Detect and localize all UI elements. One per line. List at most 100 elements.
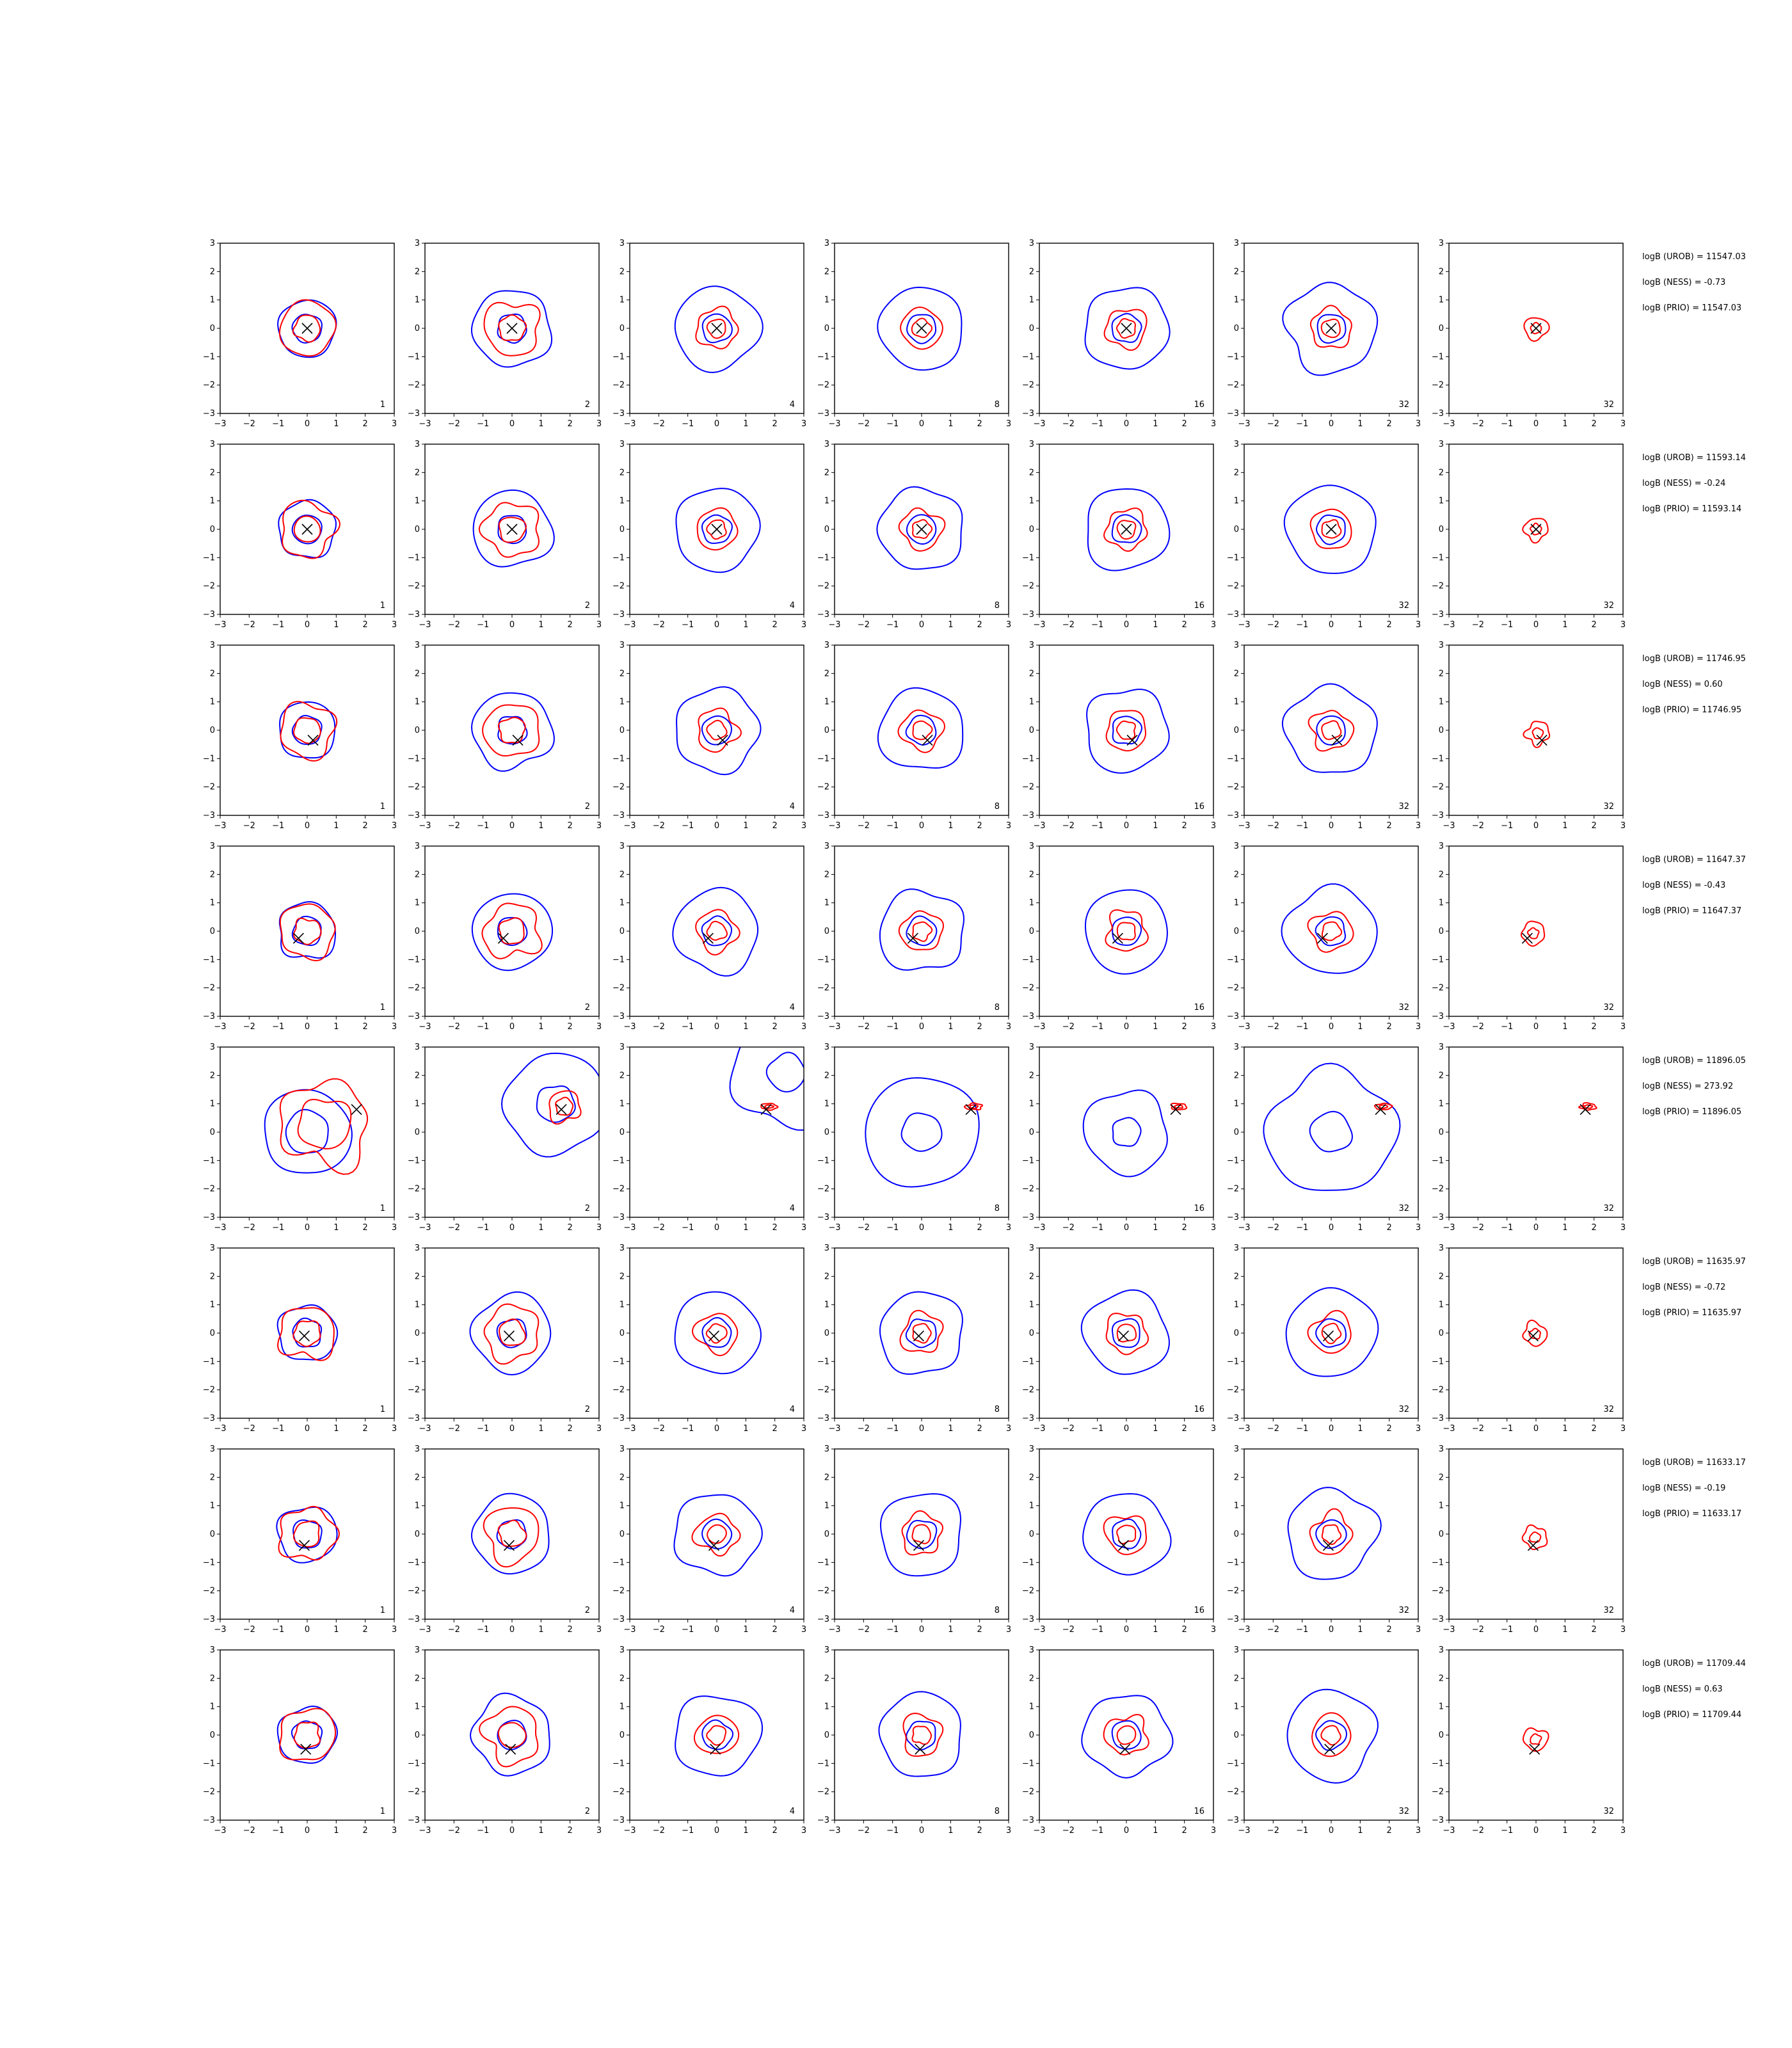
stats-row-8: logB (UROB) = 11709.44 logB (NESS) = 0.63… (1642, 1651, 1746, 1728)
y-tick-label: 2 (1234, 1071, 1239, 1080)
x-tick-label: −3 (1033, 419, 1045, 429)
sample-contour-outer (694, 1715, 740, 1754)
x-tick-label: −1 (682, 1424, 694, 1434)
y-tick-label: −1 (1432, 1357, 1444, 1366)
x-tick-label: −3 (1238, 1022, 1250, 1032)
y-tick-label: 2 (415, 468, 420, 477)
y-tick-label: 2 (824, 1071, 829, 1080)
y-tick-label: 2 (1029, 1674, 1034, 1683)
sample-contour-outer (1520, 920, 1546, 947)
x-tick-label: 2 (363, 1826, 368, 1836)
panel-frame (629, 644, 804, 816)
y-tick-label: −2 (1022, 381, 1034, 390)
panel-r6-c3: −3−3 −2 −2 −1 −1 0 0 1 1 2 2 3 3 4 (612, 1244, 806, 1434)
sample-contour-outer (483, 301, 541, 356)
y-tick-label: −1 (612, 553, 625, 563)
x-tick-label: 3 (392, 1022, 397, 1032)
panel-r7-c4: −3−3 −2 −2 −1 −1 0 0 1 1 2 2 3 3 8 (817, 1444, 1011, 1635)
y-tick-label: −3 (1432, 1213, 1444, 1222)
logb-urob: logB (UROB) = 11635.97 (1642, 1257, 1746, 1267)
y-tick-label: 1 (415, 296, 420, 305)
y-tick-label: −3 (817, 1213, 829, 1222)
true-value-marker (711, 524, 723, 535)
x-tick-label: −2 (1472, 1625, 1484, 1635)
sample-contour-inner (706, 1725, 727, 1746)
sample-contour-inner (292, 1520, 320, 1548)
logb-ness: logB (NESS) = -0.43 (1642, 881, 1726, 890)
y-tick-label: −2 (203, 984, 215, 993)
y-tick-label: 0 (1234, 927, 1239, 936)
y-tick-label: 2 (1029, 468, 1034, 477)
x-tick-label: 2 (363, 1223, 368, 1233)
reference-contour-inner (291, 915, 322, 947)
x-tick-label: 0 (1533, 1223, 1539, 1233)
y-tick-label: −1 (1227, 352, 1239, 362)
x-tick-label: −1 (477, 1424, 489, 1434)
y-tick-label: 0 (210, 726, 215, 735)
x-tick-label: −2 (448, 1022, 460, 1032)
y-tick-label: 2 (1439, 1473, 1444, 1482)
panel-r5-c6: −3−3 −2 −2 −1 −1 0 0 1 1 2 2 3 3 32 (1227, 1043, 1421, 1233)
x-tick-label: 1 (1357, 1424, 1363, 1434)
x-tick-label: 2 (1387, 620, 1392, 630)
x-tick-label: 3 (1006, 1625, 1011, 1635)
sample-contour-outer (1105, 909, 1149, 952)
true-value-marker (913, 1540, 925, 1551)
x-tick-label: 2 (568, 1424, 573, 1434)
sample-contour-outer (482, 704, 540, 757)
x-tick-label: 1 (1562, 1424, 1567, 1434)
x-tick-label: 1 (1357, 1625, 1363, 1635)
y-tick-label: −2 (612, 1185, 625, 1194)
x-tick-label: 2 (568, 419, 573, 429)
true-value-marker (1322, 1540, 1334, 1551)
y-tick-label: −2 (1432, 984, 1444, 993)
x-tick-label: −2 (653, 419, 665, 429)
true-value-marker (1331, 734, 1343, 746)
y-tick-label: −3 (203, 409, 215, 419)
sample-contour-inner (497, 1519, 527, 1548)
panel-frame (834, 644, 1009, 816)
y-tick-label: 0 (210, 1128, 215, 1137)
x-tick-label: −1 (1501, 1625, 1513, 1635)
y-tick-label: −2 (408, 582, 420, 591)
reference-contour-inner (906, 915, 938, 947)
sample-contour-inner (1321, 519, 1342, 539)
x-tick-label: 2 (772, 419, 778, 429)
panel-frame (834, 845, 1009, 1017)
x-tick-label: −3 (1033, 1625, 1045, 1635)
x-tick-label: −2 (1062, 1223, 1075, 1233)
panel-count-label: 4 (790, 1003, 795, 1012)
x-tick-label: −3 (1443, 1424, 1455, 1434)
x-tick-label: −3 (1443, 1826, 1455, 1836)
reference-contour-inner (497, 515, 527, 545)
x-tick-label: −1 (272, 1826, 284, 1836)
x-tick-label: −3 (828, 1826, 840, 1836)
true-value-marker (351, 1103, 362, 1116)
x-tick-label: 2 (977, 1223, 982, 1233)
y-tick-label: 3 (1439, 440, 1444, 449)
panel-count-label: 1 (380, 1405, 385, 1414)
x-tick-label: −3 (419, 821, 431, 831)
reference-contour-outer (879, 888, 965, 971)
y-tick-label: 2 (210, 669, 215, 678)
x-tick-label: 0 (1533, 620, 1539, 630)
reference-contour-inner (906, 1519, 938, 1549)
y-tick-label: −1 (1022, 352, 1034, 362)
y-tick-label: −3 (1432, 1816, 1444, 1825)
y-tick-label: 3 (1029, 239, 1034, 248)
true-value-marker (1117, 1540, 1130, 1551)
x-tick-label: −3 (828, 1022, 840, 1032)
y-tick-label: −2 (817, 1386, 829, 1395)
x-tick-label: 3 (1006, 1424, 1011, 1434)
panel-count-label: 1 (380, 1204, 385, 1213)
y-tick-label: −2 (817, 984, 829, 993)
reference-contour-inner (1111, 313, 1142, 343)
x-tick-label: 3 (1416, 1424, 1421, 1434)
x-tick-label: −1 (477, 620, 489, 630)
sample-contour-outer (1309, 508, 1352, 549)
panel-count-label: 4 (790, 1807, 795, 1816)
y-tick-label: −3 (1432, 1615, 1444, 1624)
x-tick-label: −1 (1296, 1022, 1308, 1032)
